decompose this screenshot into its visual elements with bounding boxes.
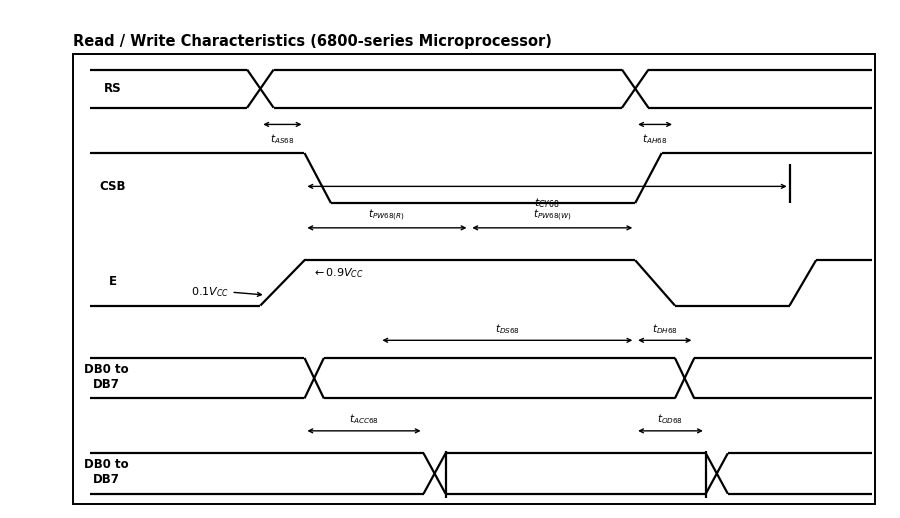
Text: $t_{PW68(W)}$: $t_{PW68(W)}$ xyxy=(533,208,572,223)
Text: Read / Write Characteristics (6800-series Microprocessor): Read / Write Characteristics (6800-serie… xyxy=(73,34,552,49)
Text: RS: RS xyxy=(104,82,122,95)
Text: $t_{DS68}$: $t_{DS68}$ xyxy=(495,322,520,336)
Text: DB0 to
DB7: DB0 to DB7 xyxy=(84,363,129,391)
Text: $t_{AS68}$: $t_{AS68}$ xyxy=(270,133,294,146)
Text: $t_{PW68(R)}$: $t_{PW68(R)}$ xyxy=(368,208,405,223)
Text: $\leftarrow$$0.9V_{CC}$: $\leftarrow$$0.9V_{CC}$ xyxy=(311,266,364,280)
Text: $t_{OD68}$: $t_{OD68}$ xyxy=(657,412,684,426)
Text: E: E xyxy=(109,275,117,288)
Text: $0.1V_{CC}$: $0.1V_{CC}$ xyxy=(192,285,230,299)
Text: $t_{CY68}$: $t_{CY68}$ xyxy=(534,196,560,210)
Text: $t_{AH68}$: $t_{AH68}$ xyxy=(643,133,668,146)
Text: DB0 to
DB7: DB0 to DB7 xyxy=(84,458,129,486)
Text: $t_{ACC68}$: $t_{ACC68}$ xyxy=(349,412,379,426)
Text: $t_{DH68}$: $t_{DH68}$ xyxy=(652,322,678,336)
Text: CSB: CSB xyxy=(100,180,126,193)
